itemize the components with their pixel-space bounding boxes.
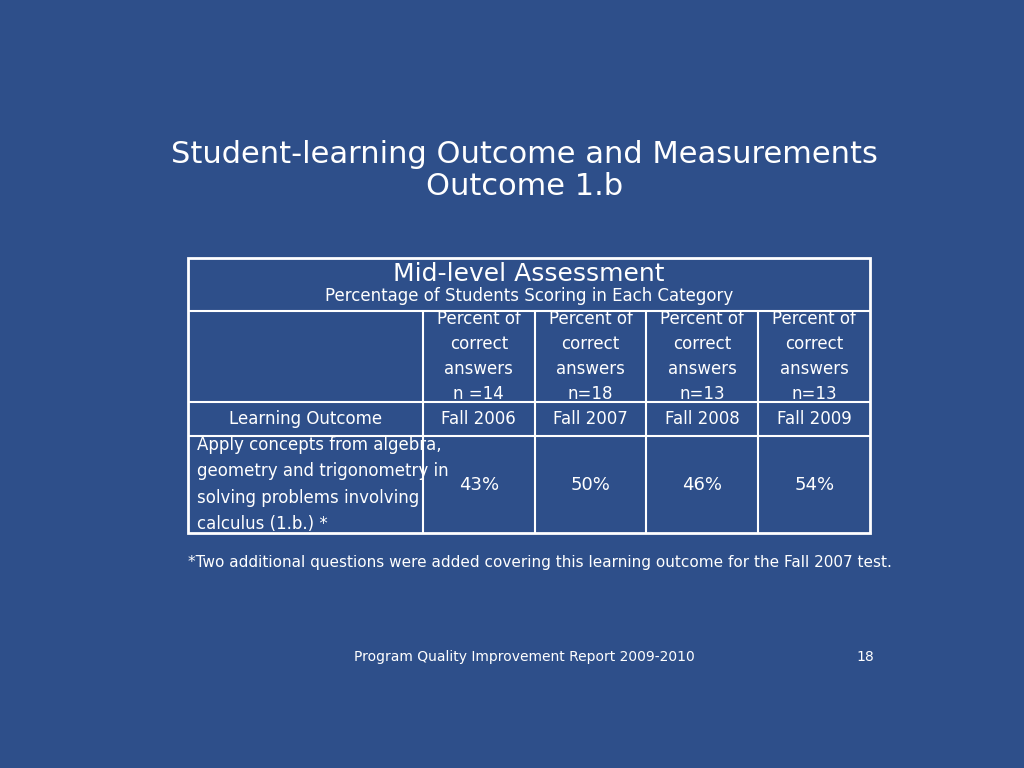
Text: 46%: 46% <box>682 475 722 494</box>
Text: Outcome 1.b: Outcome 1.b <box>426 172 624 201</box>
Text: Program Quality Improvement Report 2009-2010: Program Quality Improvement Report 2009-… <box>354 650 695 664</box>
Text: Percent of
correct
answers
n=18: Percent of correct answers n=18 <box>549 310 633 403</box>
Text: Percent of
correct
answers
n=13: Percent of correct answers n=13 <box>660 310 744 403</box>
Text: Mid-level Assessment: Mid-level Assessment <box>393 262 665 286</box>
Text: Percent of
correct
answers
n=13: Percent of correct answers n=13 <box>772 310 856 403</box>
Text: Apply concepts from algebra,
geometry and trigonometry in
solving problems invol: Apply concepts from algebra, geometry an… <box>197 436 449 533</box>
Text: Fall 2008: Fall 2008 <box>665 410 739 429</box>
Text: 43%: 43% <box>459 475 499 494</box>
Text: 50%: 50% <box>570 475 610 494</box>
Text: Fall 2007: Fall 2007 <box>553 410 628 429</box>
Text: 54%: 54% <box>794 475 835 494</box>
Text: Fall 2009: Fall 2009 <box>777 410 852 429</box>
Text: 18: 18 <box>856 650 873 664</box>
Text: *Two additional questions were added covering this learning outcome for the Fall: *Two additional questions were added cov… <box>187 554 892 570</box>
Text: Percent of
correct
answers
n =14: Percent of correct answers n =14 <box>437 310 521 403</box>
Text: Student-learning Outcome and Measurements: Student-learning Outcome and Measurement… <box>171 140 879 169</box>
Text: Percentage of Students Scoring in Each Category: Percentage of Students Scoring in Each C… <box>325 287 733 306</box>
Bar <box>187 258 870 533</box>
Text: Learning Outcome: Learning Outcome <box>228 410 382 429</box>
Text: Fall 2006: Fall 2006 <box>441 410 516 429</box>
